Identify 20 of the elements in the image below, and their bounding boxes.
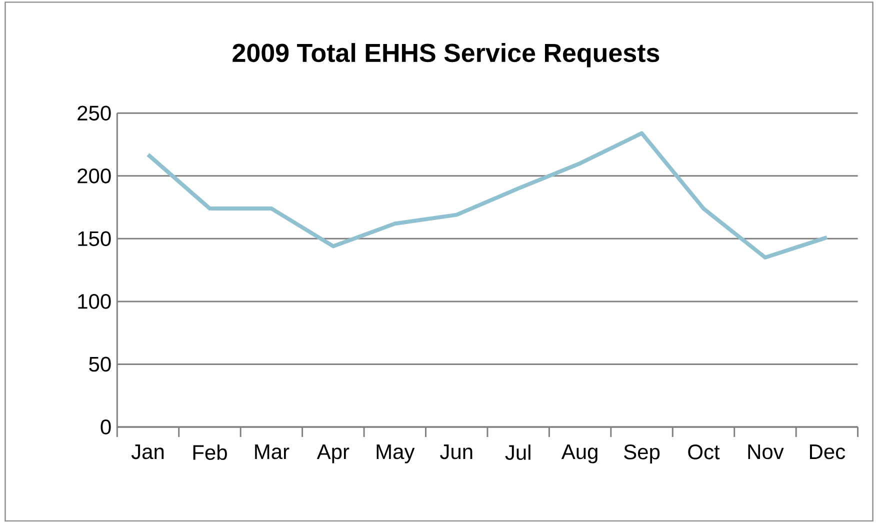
x-tick-label: Mar <box>255 444 290 460</box>
x-tick-label: Apr <box>316 444 350 464</box>
y-tick-label: 50 <box>89 356 111 372</box>
x-tick-label: Aug <box>561 444 598 464</box>
x-tick-label: Sep <box>624 444 660 464</box>
chart-title: 2009 Total EHHS Service Requests <box>232 42 660 68</box>
y-tick-label: 0 <box>100 419 111 434</box>
y-tick-label: 200 <box>78 168 111 184</box>
x-tick-label: Jul <box>505 444 530 460</box>
x-tick-label: Nov <box>748 444 784 460</box>
x-tick-label: Dec <box>810 444 846 460</box>
x-tick-label: Feb <box>193 444 227 460</box>
x-tick-label: May <box>376 444 415 464</box>
y-tick-label: 250 <box>78 106 111 121</box>
y-tick-label: 100 <box>78 294 111 309</box>
x-tick-label: Jan <box>131 444 164 460</box>
x-tick-label: Oct <box>688 444 720 460</box>
x-tick-label: Jun <box>440 444 472 460</box>
y-tick-label: 150 <box>78 231 111 246</box>
line-series <box>146 131 829 260</box>
